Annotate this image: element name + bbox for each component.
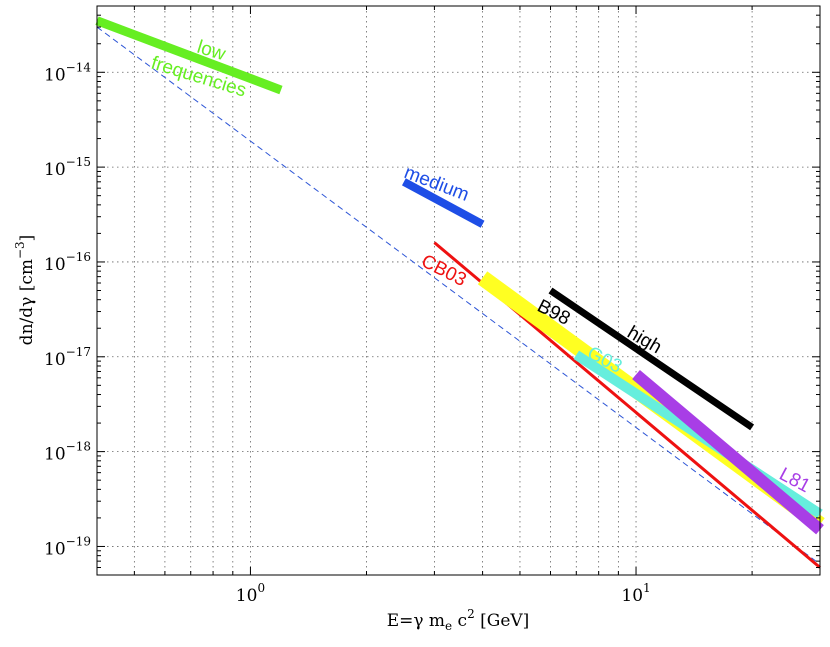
y-axis-label: dn/dγ [cm−3]	[13, 235, 37, 346]
y-tick-label-exp: −15	[66, 155, 91, 169]
series-l81	[632, 369, 824, 535]
y-tick-label-base: 10	[44, 445, 66, 465]
plot-background	[97, 6, 820, 575]
y-tick-label-exp: −16	[66, 250, 91, 264]
y-tick-label-base: 10	[44, 65, 66, 85]
series-b98	[548, 287, 755, 431]
x-tick-label-exp: 0	[257, 581, 265, 595]
y-tick-label-exp: −17	[66, 345, 91, 359]
series-medium	[401, 178, 485, 228]
y-tick-label: 10−15	[44, 155, 91, 180]
y-tick-label-base: 10	[44, 350, 66, 370]
reference-layer	[96, 26, 821, 565]
y-tick-label: 10−18	[44, 440, 91, 465]
y-tick-label-base: 10	[44, 255, 66, 275]
x-tick-label: 100	[236, 581, 265, 606]
series-layer	[95, 16, 825, 569]
y-tick-label: 10−16	[44, 250, 91, 275]
y-tick-label-exp: −14	[66, 60, 92, 74]
x-tick-label-base: 10	[621, 586, 643, 606]
y-tick-label-base: 10	[44, 160, 66, 180]
reference-dashed-line	[96, 26, 821, 565]
x-tick-label-exp: 1	[643, 581, 651, 595]
y-tick-label: 10−17	[44, 345, 91, 370]
series-low-frequencies	[95, 16, 283, 95]
y-tick-label-base: 10	[44, 539, 66, 559]
y-tick-label: 10−19	[44, 534, 91, 559]
x-tick-label-base: 10	[236, 586, 258, 606]
x-axis-label: E=γ me c2 [GeV]	[387, 607, 530, 633]
y-tick-label: 10−14	[44, 60, 91, 85]
x-tick-label: 101	[621, 581, 650, 606]
y-tick-label-exp: −18	[66, 440, 91, 454]
y-tick-label-exp: −19	[66, 534, 91, 548]
